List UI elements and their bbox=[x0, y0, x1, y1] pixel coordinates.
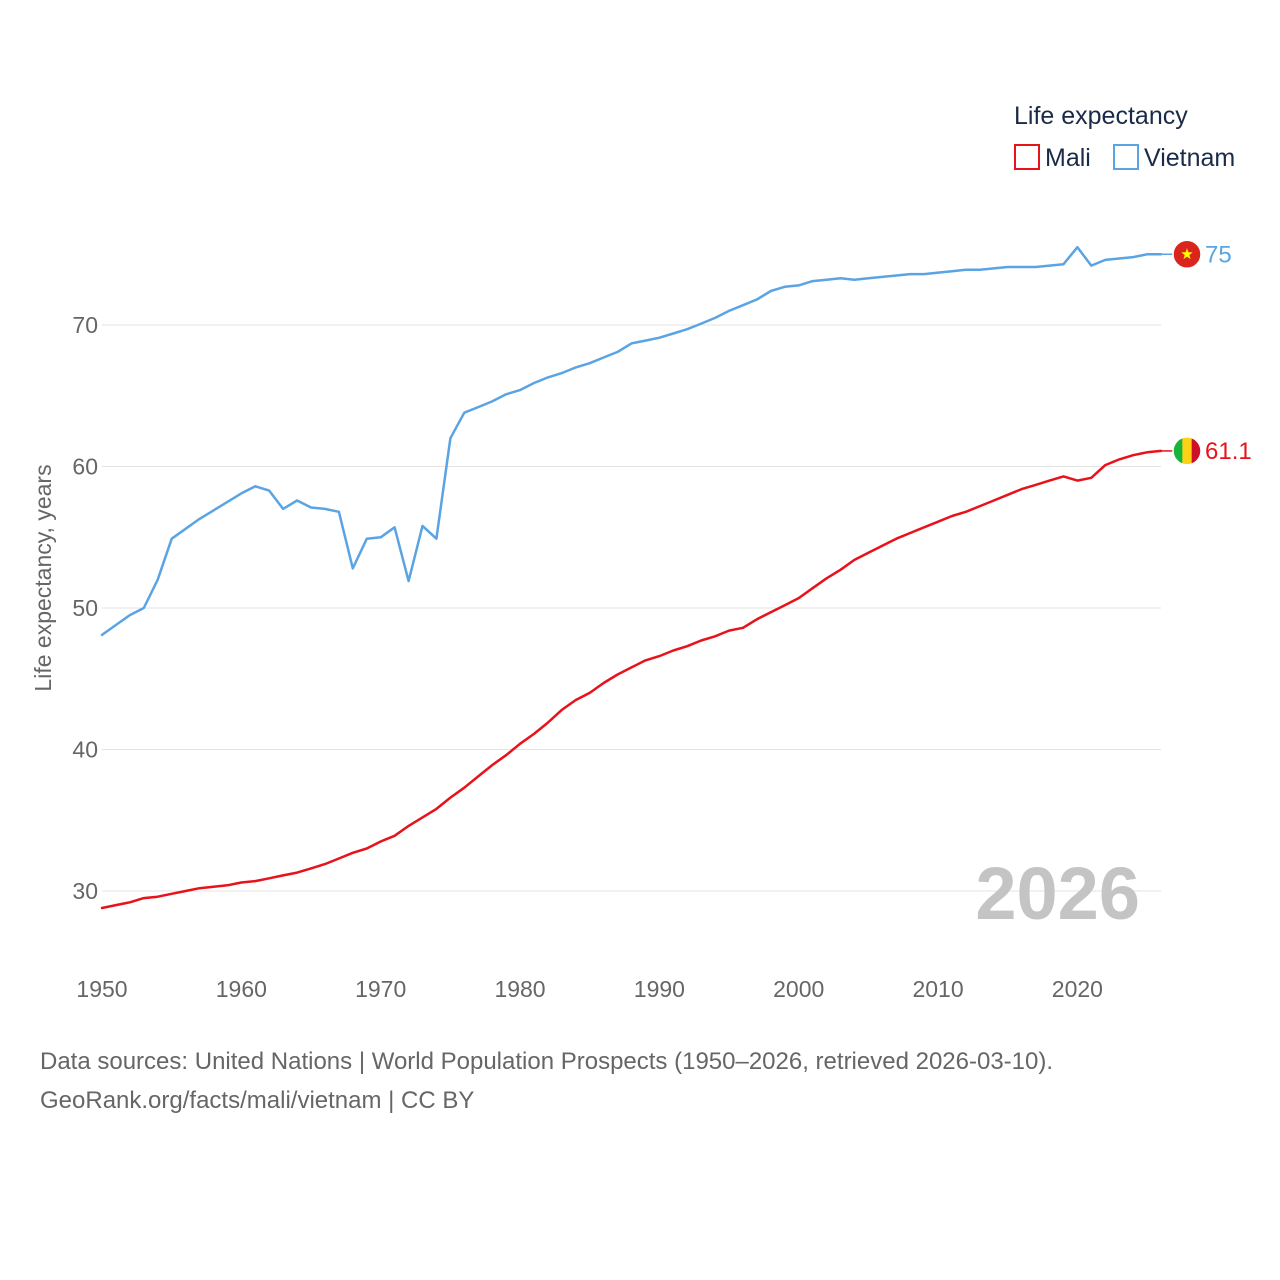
legend-label-mali: Mali bbox=[1045, 144, 1091, 172]
x-tick-label-1950: 1950 bbox=[76, 976, 127, 1002]
series-endpoints: 61.1 75 bbox=[1161, 239, 1252, 466]
source-note: Data sources: United Nations | World Pop… bbox=[40, 1042, 1240, 1120]
legend-swatch-mali bbox=[1014, 144, 1040, 170]
legend: Life expectancy Mali Vietnam bbox=[1014, 102, 1235, 172]
legend-item-vietnam[interactable]: Vietnam bbox=[1113, 144, 1235, 172]
x-tick-label-1970: 1970 bbox=[355, 976, 406, 1002]
mali-flag-stripe bbox=[1191, 436, 1201, 465]
x-tick-label-1960: 1960 bbox=[216, 976, 267, 1002]
y-tick-label-30: 30 bbox=[72, 878, 98, 904]
vietnam-flag-star bbox=[1181, 248, 1193, 260]
year-watermark: 2026 bbox=[975, 852, 1140, 935]
legend-label-vietnam: Vietnam bbox=[1144, 144, 1235, 172]
y-tick-label-60: 60 bbox=[72, 454, 98, 480]
source-line-2[interactable]: GeoRank.org/facts/mali/vietnam | CC BY bbox=[40, 1087, 475, 1114]
x-tick-label-2010: 2010 bbox=[912, 976, 963, 1002]
mali-flag-stripe bbox=[1173, 436, 1183, 465]
gridlines bbox=[102, 324, 1161, 892]
flag-border bbox=[1172, 239, 1202, 269]
series-lines bbox=[100, 245, 1163, 910]
legend-item-mali[interactable]: Mali bbox=[1014, 144, 1091, 172]
x-tick-label-2020: 2020 bbox=[1052, 976, 1103, 1002]
end-label-vietnam: 75 bbox=[1205, 241, 1232, 268]
y-tick-label-50: 50 bbox=[72, 595, 98, 621]
x-tick-label-2000: 2000 bbox=[773, 976, 824, 1002]
line-chart: 30 40 50 60 70 1950 1960 1970 1980 1990 2000 2010 2… bbox=[30, 102, 1252, 1002]
legend-title: Life expectancy bbox=[1014, 102, 1188, 130]
vietnam-flag-icon bbox=[1172, 239, 1202, 269]
legend-swatch-vietnam bbox=[1113, 144, 1139, 170]
mali-flag-stripe bbox=[1182, 436, 1192, 465]
x-tick-label-1980: 1980 bbox=[494, 976, 545, 1002]
y-tick-label-40: 40 bbox=[72, 737, 98, 763]
x-tick-label-1990: 1990 bbox=[634, 976, 685, 1002]
x-axis-ticks: 1950 1960 1970 1980 1990 2000 2010 2020 bbox=[76, 976, 1103, 1002]
y-axis-title: Life expectancy, years bbox=[30, 464, 56, 691]
mali-flag-icon bbox=[1172, 436, 1202, 466]
series-line-vietnam bbox=[100, 245, 1163, 637]
series-line-mali bbox=[100, 449, 1163, 910]
flag-border bbox=[1172, 436, 1202, 466]
end-label-mali: 61.1 bbox=[1205, 438, 1252, 465]
y-tick-label-70: 70 bbox=[72, 312, 98, 338]
y-axis-ticks: 30 40 50 60 70 bbox=[72, 312, 98, 904]
source-line-1: Data sources: United Nations | World Pop… bbox=[40, 1048, 1054, 1075]
